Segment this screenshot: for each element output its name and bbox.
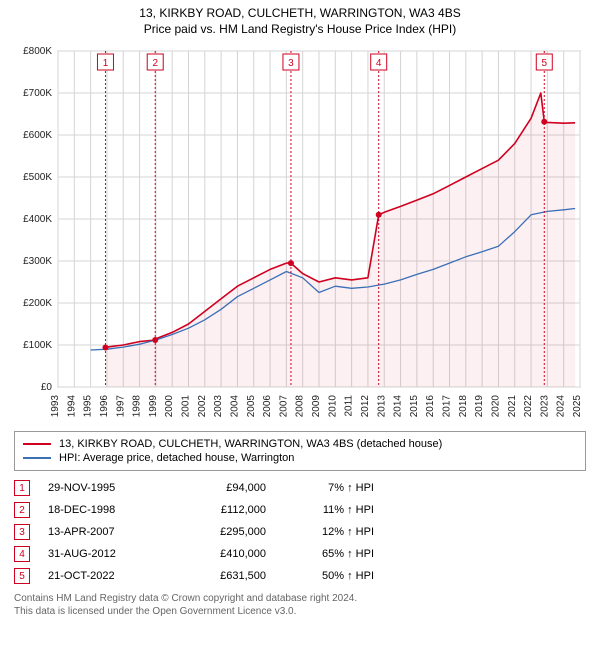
svg-text:2020: 2020 <box>490 395 501 418</box>
legend: 13, KIRKBY ROAD, CULCHETH, WARRINGTON, W… <box>14 431 586 471</box>
legend-row: 13, KIRKBY ROAD, CULCHETH, WARRINGTON, W… <box>23 437 577 451</box>
sale-row: 5 21-OCT-2022 £631,500 50% ↑ HPI <box>14 565 586 587</box>
svg-text:2015: 2015 <box>409 395 420 418</box>
svg-text:1: 1 <box>103 58 109 69</box>
footer-line1: Contains HM Land Registry data © Crown c… <box>14 593 586 606</box>
svg-text:2017: 2017 <box>442 395 453 418</box>
svg-text:3: 3 <box>288 58 294 69</box>
svg-text:2011: 2011 <box>344 395 355 417</box>
sale-row: 3 13-APR-2007 £295,000 12% ↑ HPI <box>14 521 586 543</box>
svg-text:2018: 2018 <box>458 395 469 418</box>
sale-hpi-delta: 65% ↑ HPI <box>284 548 374 560</box>
legend-label: 13, KIRKBY ROAD, CULCHETH, WARRINGTON, W… <box>59 438 442 450</box>
sale-marker: 3 <box>14 524 30 540</box>
svg-text:2016: 2016 <box>425 395 436 418</box>
svg-text:£600K: £600K <box>23 130 52 141</box>
svg-text:1995: 1995 <box>83 395 94 418</box>
svg-text:2: 2 <box>152 58 158 69</box>
svg-text:5: 5 <box>541 58 547 69</box>
svg-text:£100K: £100K <box>23 340 52 351</box>
svg-text:2013: 2013 <box>376 395 387 418</box>
sale-date: 29-NOV-1995 <box>48 482 158 494</box>
sale-price: £410,000 <box>176 548 266 560</box>
sale-date: 21-OCT-2022 <box>48 570 158 582</box>
svg-text:2014: 2014 <box>393 395 404 418</box>
svg-text:2022: 2022 <box>523 395 534 418</box>
sale-marker: 2 <box>14 502 30 518</box>
svg-text:2001: 2001 <box>181 395 192 418</box>
sale-hpi-delta: 7% ↑ HPI <box>284 482 374 494</box>
sale-marker: 1 <box>14 480 30 496</box>
legend-swatch <box>23 443 51 445</box>
title-subtitle: Price paid vs. HM Land Registry's House … <box>8 22 592 38</box>
legend-swatch <box>23 457 51 459</box>
sales-table: 1 29-NOV-1995 £94,000 7% ↑ HPI 2 18-DEC-1998 £… <box>14 477 586 587</box>
sale-hpi-delta: 50% ↑ HPI <box>284 570 374 582</box>
svg-text:2007: 2007 <box>278 395 289 418</box>
svg-text:2023: 2023 <box>539 395 550 418</box>
svg-text:1993: 1993 <box>50 395 61 418</box>
svg-text:1996: 1996 <box>99 395 110 418</box>
svg-text:2005: 2005 <box>246 395 257 418</box>
legend-row: HPI: Average price, detached house, Warr… <box>23 451 577 465</box>
sale-hpi-delta: 11% ↑ HPI <box>284 504 374 516</box>
svg-text:£800K: £800K <box>23 46 52 57</box>
sale-row: 4 31-AUG-2012 £410,000 65% ↑ HPI <box>14 543 586 565</box>
svg-text:2008: 2008 <box>295 395 306 418</box>
svg-text:1999: 1999 <box>148 395 159 418</box>
svg-text:4: 4 <box>376 58 382 69</box>
sale-date: 18-DEC-1998 <box>48 504 158 516</box>
svg-text:1994: 1994 <box>66 395 77 418</box>
svg-text:2002: 2002 <box>197 395 208 418</box>
svg-text:2024: 2024 <box>556 395 567 418</box>
svg-text:£200K: £200K <box>23 298 52 309</box>
footer-attribution: Contains HM Land Registry data © Crown c… <box>14 593 586 618</box>
svg-text:2019: 2019 <box>474 395 485 418</box>
svg-text:2010: 2010 <box>327 395 338 418</box>
svg-text:2009: 2009 <box>311 395 322 418</box>
sale-hpi-delta: 12% ↑ HPI <box>284 526 374 538</box>
legend-label: HPI: Average price, detached house, Warr… <box>59 452 294 464</box>
svg-text:£500K: £500K <box>23 172 52 183</box>
svg-text:1997: 1997 <box>115 395 126 418</box>
svg-text:2003: 2003 <box>213 395 224 418</box>
svg-text:1998: 1998 <box>132 395 143 418</box>
svg-text:£700K: £700K <box>23 88 52 99</box>
sale-price: £94,000 <box>176 482 266 494</box>
sale-date: 31-AUG-2012 <box>48 548 158 560</box>
sale-row: 2 18-DEC-1998 £112,000 11% ↑ HPI <box>14 499 586 521</box>
sale-price: £112,000 <box>176 504 266 516</box>
title-address: 13, KIRKBY ROAD, CULCHETH, WARRINGTON, W… <box>8 6 592 22</box>
price-chart: £0 £100K £200K £300K £400K £500K £600K £700K £80… <box>8 43 592 423</box>
svg-text:£400K: £400K <box>23 214 52 225</box>
svg-text:2004: 2004 <box>229 395 240 418</box>
svg-text:£300K: £300K <box>23 256 52 267</box>
svg-text:2025: 2025 <box>572 395 583 418</box>
sale-marker: 4 <box>14 546 30 562</box>
sale-marker: 5 <box>14 568 30 584</box>
svg-text:2006: 2006 <box>262 395 273 418</box>
svg-text:2000: 2000 <box>164 395 175 418</box>
sale-row: 1 29-NOV-1995 £94,000 7% ↑ HPI <box>14 477 586 499</box>
sale-price: £295,000 <box>176 526 266 538</box>
svg-text:2021: 2021 <box>507 395 518 418</box>
footer-line2: This data is licensed under the Open Gov… <box>14 606 586 619</box>
sale-date: 13-APR-2007 <box>48 526 158 538</box>
svg-text:£0: £0 <box>41 382 53 393</box>
svg-text:2012: 2012 <box>360 395 371 418</box>
sale-price: £631,500 <box>176 570 266 582</box>
